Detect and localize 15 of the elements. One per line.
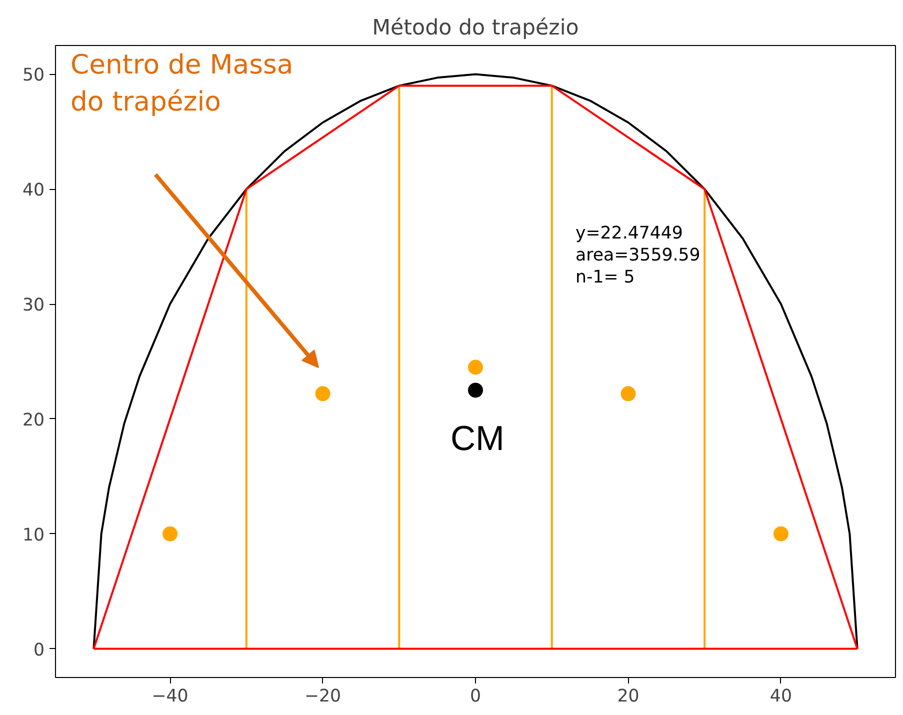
y-tick-label: 10 bbox=[22, 525, 45, 546]
x-tick-label: 0 bbox=[470, 686, 482, 706]
x-tick-label: −20 bbox=[304, 686, 342, 706]
y-tick-label: 50 bbox=[22, 66, 45, 86]
chart-title: Método do trapézio bbox=[372, 16, 579, 40]
annotation: CM bbox=[450, 420, 504, 458]
y-tick-label: 30 bbox=[22, 296, 45, 316]
y-tick-label: 20 bbox=[22, 410, 45, 430]
x-tick-label: 20 bbox=[617, 686, 640, 706]
x-tick-label: 40 bbox=[770, 686, 792, 706]
y-tick-label: 0 bbox=[33, 640, 45, 660]
annotation: y=22.47449 area=3559.59 n-1= 5 bbox=[576, 224, 700, 288]
x-tick-label: −40 bbox=[152, 686, 188, 706]
y-tick-label: 40 bbox=[22, 180, 45, 201]
annotation: Centro de Massa do trapézio bbox=[70, 49, 294, 118]
